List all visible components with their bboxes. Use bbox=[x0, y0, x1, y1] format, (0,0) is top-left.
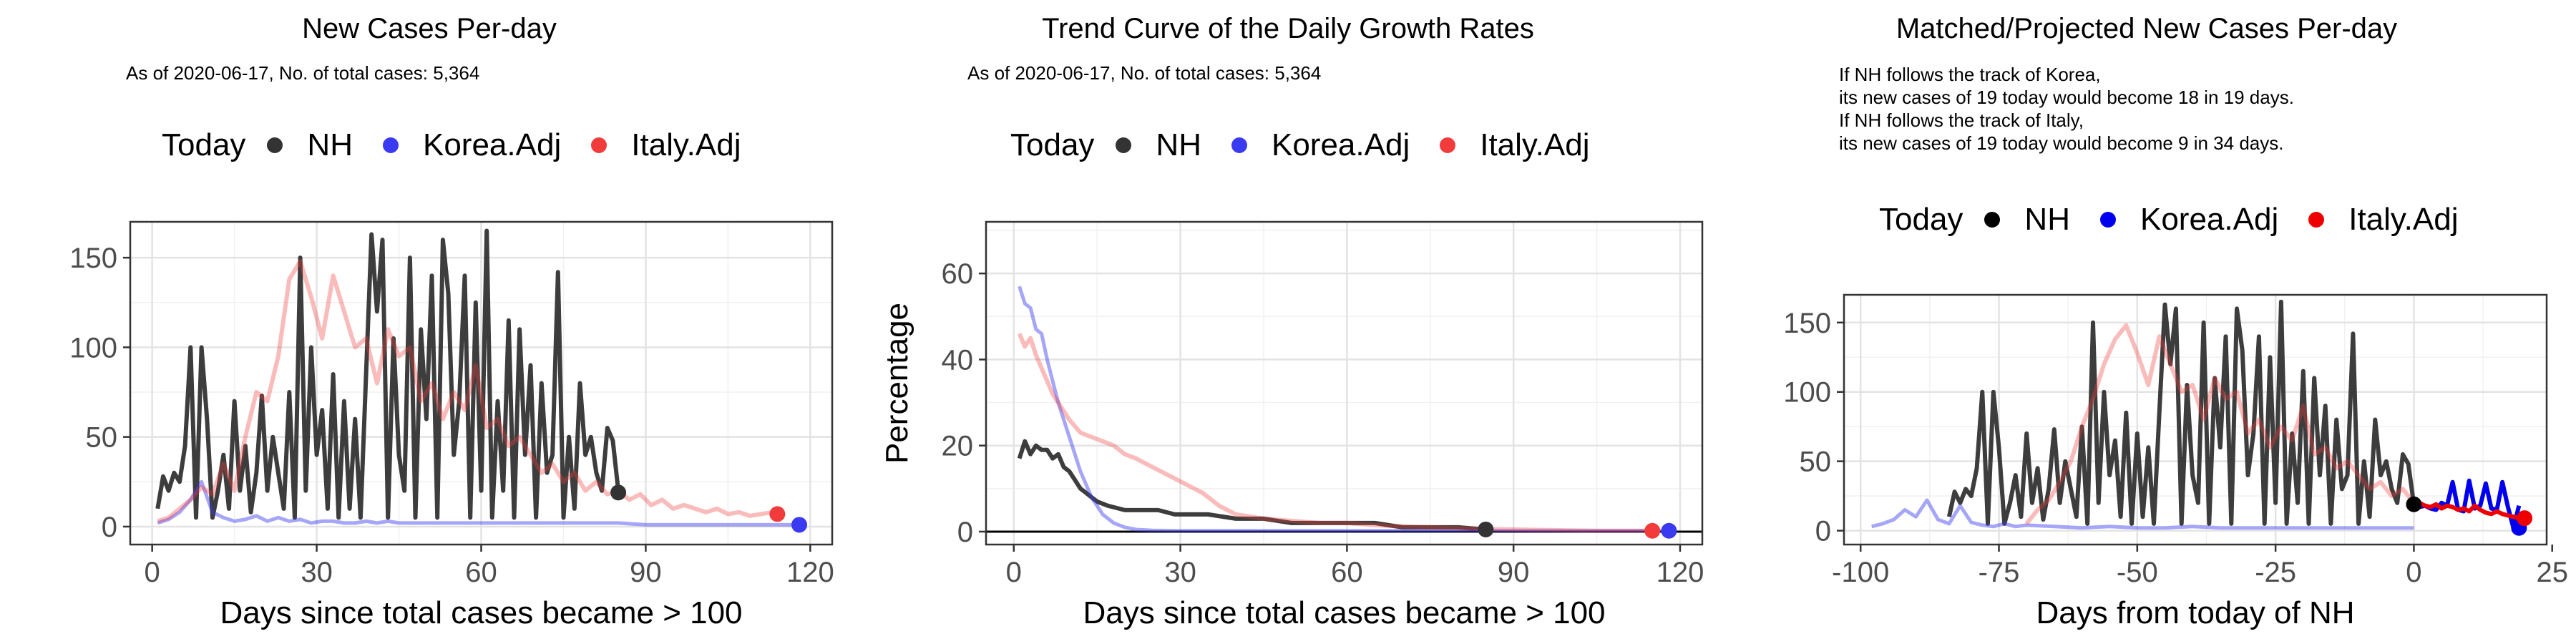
x-tick-label: 120 bbox=[786, 557, 834, 588]
panel-matched-projected: Matched/Projected New Cases Per-day If N… bbox=[1717, 0, 2576, 644]
legend-title: Today bbox=[1010, 127, 1095, 162]
legend-dot bbox=[1116, 137, 1132, 153]
legend-item-nh: NH bbox=[1984, 202, 2070, 238]
legend-dot bbox=[591, 137, 608, 153]
series-line-nh bbox=[1946, 299, 2416, 526]
x-tick-label: 0 bbox=[1006, 557, 1022, 588]
legend-dot bbox=[1231, 137, 1247, 153]
today-point-italy-adj bbox=[2517, 510, 2533, 527]
legend-dot bbox=[2099, 212, 2116, 228]
legend: Today NH Korea.Adj Italy.Adj bbox=[1879, 202, 2488, 238]
x-tick-label: 30 bbox=[1164, 557, 1196, 588]
legend-label: Korea.Adj bbox=[422, 127, 562, 162]
legend-label: NH bbox=[1156, 127, 1201, 162]
legend-label: NH bbox=[2024, 202, 2070, 237]
today-point-nh bbox=[2406, 496, 2422, 512]
plot-border bbox=[1843, 293, 2548, 546]
today-point-nh bbox=[610, 484, 627, 501]
legend-dot bbox=[267, 137, 283, 153]
y-tick-label: 20 bbox=[942, 431, 974, 462]
legend-title: Today bbox=[162, 127, 246, 162]
series-line-korea-adj-projection bbox=[2413, 478, 2522, 530]
x-tick-label: 30 bbox=[301, 557, 333, 588]
legend-item-italy: Italy.Adj bbox=[2308, 202, 2458, 238]
x-axis-label: Days since total cases became > 100 bbox=[220, 595, 742, 630]
series-line-italy-adj bbox=[157, 259, 784, 524]
series-line-italy-adj-projection bbox=[2413, 500, 2525, 521]
x-tick-label: 60 bbox=[1331, 557, 1363, 588]
chart-growth-rates: 0 30 60 90 120 0 20 40 60 Days since total cases … bbox=[879, 220, 1704, 630]
y-tick-label: 40 bbox=[942, 344, 974, 376]
x-tick-label: -25 bbox=[2255, 557, 2296, 588]
panel-growth-rates: Trend Curve of the Daily Growth Rates As… bbox=[859, 0, 1717, 644]
x-tick-label: -50 bbox=[2117, 557, 2158, 588]
chart-subtitle: As of 2020-06-17, No. of total cases: 5,… bbox=[967, 62, 1322, 84]
x-tick-label: -75 bbox=[1979, 557, 2020, 588]
legend-item-nh: NH bbox=[1116, 127, 1201, 163]
chart-matched-projected: -100 -75 -50 -25 0 25 0 50 100 150 Days from today… bbox=[1783, 293, 2568, 630]
legend-label: Italy.Adj bbox=[2348, 202, 2459, 237]
series-line-italy-adj bbox=[2024, 323, 2416, 525]
x-tick-label: -100 bbox=[1832, 557, 1889, 588]
x-tick-label: 0 bbox=[145, 557, 160, 588]
legend-label: Korea.Adj bbox=[1271, 127, 1410, 162]
legend-item-korea: Korea.Adj bbox=[382, 127, 562, 163]
x-axis-label: Days from today of NH bbox=[2036, 595, 2354, 630]
series-line-nh bbox=[1017, 439, 1486, 532]
legend: Today NH Korea.Adj Italy.Adj bbox=[1010, 127, 1619, 163]
y-tick-label: 50 bbox=[86, 422, 118, 454]
x-tick-label: 60 bbox=[465, 557, 497, 588]
y-tick-label: 100 bbox=[1783, 377, 1831, 409]
legend-item-nh: NH bbox=[267, 127, 353, 163]
x-axis-label: Days since total cases became > 100 bbox=[1083, 595, 1605, 630]
x-tick-label: 90 bbox=[1498, 557, 1530, 588]
y-axis-label: Percentage bbox=[879, 303, 914, 464]
chart-title: Matched/Projected New Cases Per-day bbox=[1896, 13, 2398, 44]
legend-item-korea: Korea.Adj bbox=[2099, 202, 2279, 238]
legend-item-korea: Korea.Adj bbox=[1231, 127, 1410, 163]
x-tick-label: 0 bbox=[2406, 557, 2421, 588]
x-tick-label: 25 bbox=[2536, 557, 2568, 588]
chart-title: New Cases Per-day bbox=[302, 13, 557, 44]
legend-label: Italy.Adj bbox=[631, 127, 741, 162]
today-point-italy-adj bbox=[769, 506, 786, 522]
legend-dot bbox=[382, 137, 399, 153]
legend: Today NH Korea.Adj Italy.Adj bbox=[162, 127, 771, 163]
legend-item-italy: Italy.Adj bbox=[591, 127, 741, 163]
legend-label: Korea.Adj bbox=[2140, 202, 2279, 237]
x-tick-label: 120 bbox=[1657, 557, 1704, 588]
x-tick-label: 90 bbox=[630, 557, 662, 588]
plot-border bbox=[985, 220, 1704, 546]
legend-item-italy: Italy.Adj bbox=[1440, 127, 1589, 163]
series-line-korea-adj bbox=[157, 479, 799, 527]
y-tick-label: 60 bbox=[942, 258, 974, 290]
y-tick-label: 0 bbox=[102, 512, 117, 543]
chart-subtitle: As of 2020-06-17, No. of total cases: 5,… bbox=[126, 62, 480, 84]
chart-new-cases: 0 30 60 90 120 0 50 100 150 Days since total case… bbox=[69, 220, 834, 630]
legend-title: Today bbox=[1879, 202, 1963, 237]
y-tick-label: 150 bbox=[69, 243, 117, 274]
chart-subtitle: If NH follows the track of Korea, its ne… bbox=[1839, 64, 2294, 154]
chart-title: Trend Curve of the Daily Growth Rates bbox=[1042, 13, 1534, 44]
panel-new-cases: New Cases Per-day As of 2020-06-17, No. … bbox=[0, 0, 859, 644]
today-point-nh bbox=[1478, 521, 1494, 537]
legend-dot bbox=[1984, 212, 2001, 228]
y-tick-label: 50 bbox=[1800, 447, 1832, 478]
today-point-korea-adj bbox=[791, 517, 808, 533]
series-line-korea-adj bbox=[1018, 286, 1669, 533]
today-point-korea-adj bbox=[1661, 522, 1677, 539]
series-line-italy-adj bbox=[1017, 333, 1653, 533]
legend-dot bbox=[2308, 212, 2325, 228]
legend-label: NH bbox=[307, 127, 353, 162]
y-tick-label: 0 bbox=[957, 517, 973, 548]
today-point-italy-adj bbox=[1644, 522, 1661, 539]
legend-dot bbox=[1440, 137, 1456, 153]
series-line-korea-adj bbox=[1871, 498, 2414, 530]
legend-label: Italy.Adj bbox=[1480, 127, 1590, 162]
y-tick-label: 0 bbox=[1815, 516, 1831, 547]
y-tick-label: 150 bbox=[1783, 308, 1831, 339]
y-tick-label: 100 bbox=[69, 332, 117, 364]
series-line-nh bbox=[155, 228, 621, 520]
